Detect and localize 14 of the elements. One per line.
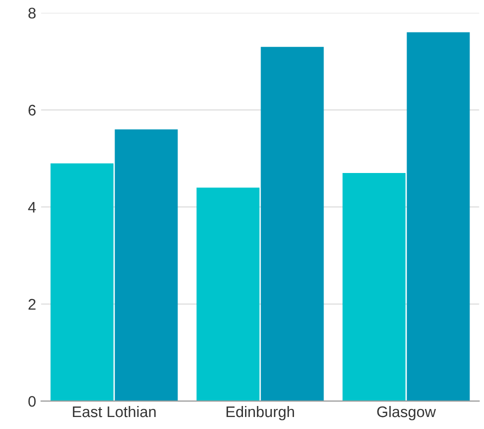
x-tick-label: Glasgow — [377, 406, 436, 420]
y-tick-label: 2 — [28, 298, 36, 310]
bar — [50, 163, 114, 402]
bar — [114, 129, 178, 402]
bar — [260, 46, 324, 402]
x-tick-label: East Lothian — [72, 406, 156, 418]
y-tick-label: 4 — [28, 202, 36, 213]
y-tick-label: 8 — [28, 8, 36, 19]
bar — [196, 188, 260, 402]
x-tick-label: Edinburgh — [226, 406, 294, 420]
y-tick-label: 0 — [28, 396, 36, 407]
bar — [406, 32, 470, 402]
y-tick-label: 6 — [28, 104, 36, 116]
bar — [342, 173, 406, 402]
